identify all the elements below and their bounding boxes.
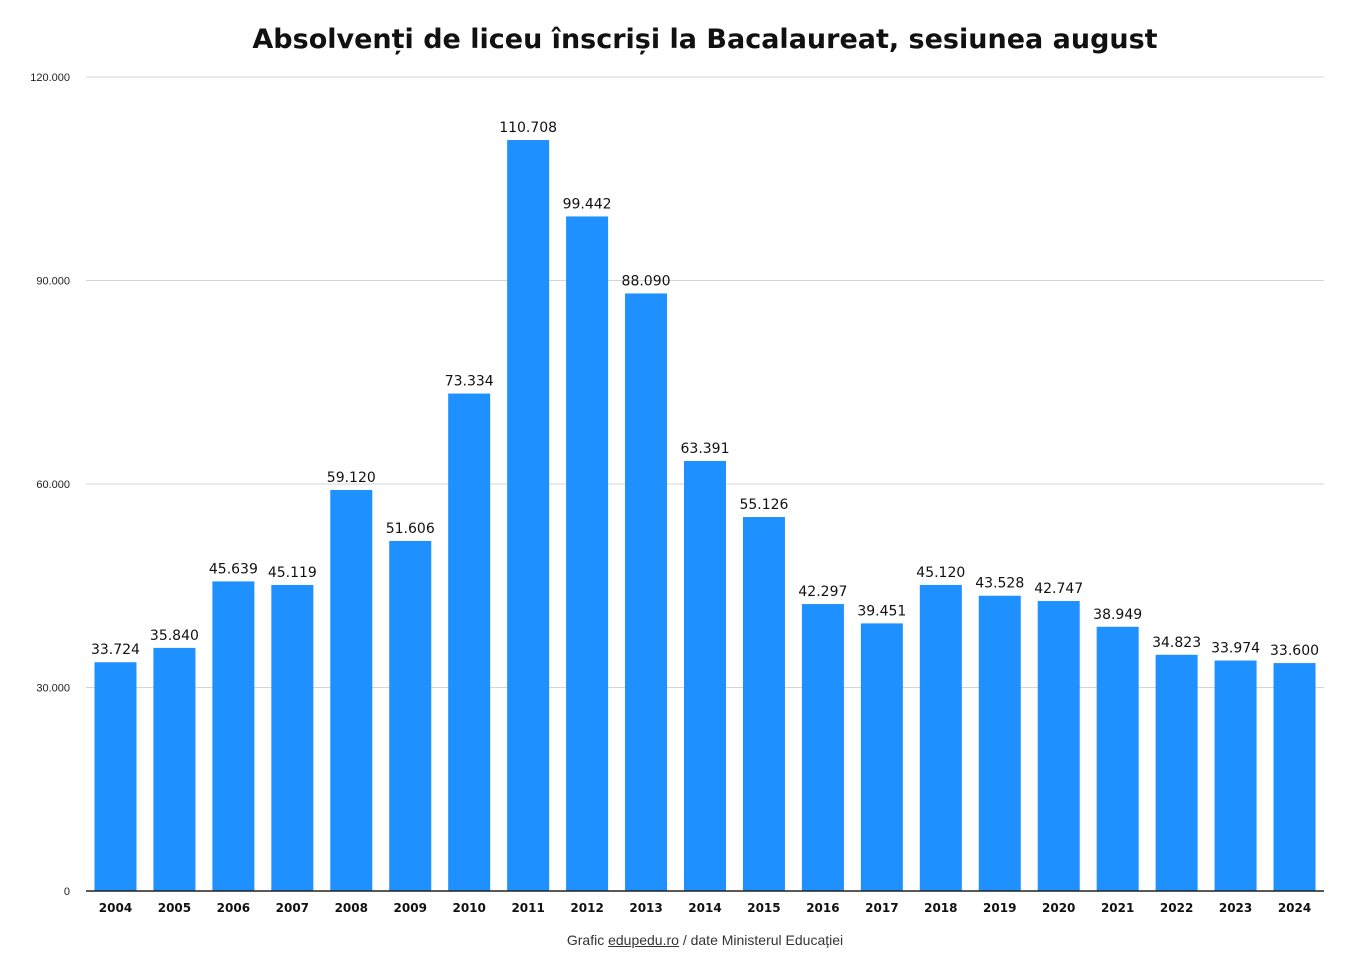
- y-tick-label: 90.000: [36, 276, 70, 288]
- y-tick-label: 0: [64, 886, 70, 898]
- data-label: 59.120: [327, 470, 376, 486]
- data-label: 45.119: [268, 565, 317, 581]
- data-labels: 33.724 35.840 45.639 45.119 59.120 51.606 73.3…: [91, 120, 1319, 659]
- bar: [153, 647, 196, 891]
- data-label: 35.840: [150, 628, 199, 644]
- x-tick-label: 2023: [1219, 901, 1252, 915]
- x-tick-label: 2005: [158, 901, 191, 915]
- x-tick-label: 2006: [217, 901, 250, 915]
- data-label: 33.600: [1270, 643, 1319, 659]
- bar: [801, 604, 844, 891]
- x-tick-label: 2008: [335, 901, 368, 915]
- bar: [1214, 660, 1257, 891]
- data-label: 33.724: [91, 642, 140, 658]
- data-label: 73.334: [445, 374, 494, 390]
- bars: [94, 140, 1316, 891]
- data-label: 99.442: [563, 196, 612, 212]
- x-tick-label: 2021: [1101, 901, 1134, 915]
- x-tick-label: 2019: [983, 901, 1016, 915]
- bar: [1273, 663, 1316, 891]
- bar: [1155, 654, 1198, 891]
- x-axis: 2004 2005 2006 2007 2008 2009 2010 2011 2012 2013…: [99, 901, 1311, 915]
- x-tick-label: 2020: [1042, 901, 1075, 915]
- bar: [389, 540, 432, 891]
- data-label: 43.528: [975, 576, 1024, 592]
- bar: [978, 595, 1021, 891]
- data-label: 55.126: [739, 497, 788, 513]
- x-tick-label: 2007: [276, 901, 309, 915]
- x-tick-label: 2010: [452, 901, 485, 915]
- chart-credit: Grafic edupedu.ro / date Ministerul Educ…: [0, 932, 1370, 948]
- x-tick-label: 2012: [570, 901, 603, 915]
- x-tick-label: 2015: [747, 901, 780, 915]
- data-label: 33.974: [1211, 641, 1260, 657]
- x-tick-label: 2016: [806, 901, 839, 915]
- y-tick-label: 120.000: [30, 72, 70, 84]
- x-tick-label: 2013: [629, 901, 662, 915]
- data-label: 45.120: [916, 565, 965, 581]
- bar: [448, 393, 491, 891]
- bar: [919, 584, 962, 891]
- bar: [566, 216, 609, 891]
- x-tick-label: 2017: [865, 901, 898, 915]
- data-label: 34.823: [1152, 635, 1201, 651]
- data-label: 88.090: [622, 273, 671, 289]
- y-tick-label: 30.000: [36, 683, 70, 695]
- credit-suffix: / date Ministerul Educației: [678, 932, 844, 948]
- bar: [684, 460, 726, 891]
- bar: [212, 581, 255, 891]
- data-label: 51.606: [386, 521, 435, 537]
- bar: [1037, 601, 1080, 891]
- x-tick-label: 2009: [394, 901, 427, 915]
- x-tick-label: 2004: [99, 901, 132, 915]
- x-tick-label: 2011: [511, 901, 544, 915]
- credit-prefix: Grafic: [566, 932, 609, 948]
- bar: [742, 517, 785, 891]
- source-link[interactable]: edupedu.ro: [608, 932, 679, 948]
- data-label: 38.949: [1093, 607, 1142, 623]
- data-label: 63.391: [681, 441, 730, 457]
- x-tick-label: 2014: [688, 901, 721, 915]
- bar: [507, 140, 550, 891]
- bar: [330, 489, 373, 891]
- data-label: 42.297: [798, 584, 847, 600]
- bar: [271, 584, 314, 891]
- data-label: 42.747: [1034, 581, 1083, 597]
- y-tick-label: 60.000: [36, 479, 70, 491]
- x-tick-label: 2022: [1160, 901, 1193, 915]
- x-tick-label: 2024: [1278, 901, 1311, 915]
- bar: [1096, 626, 1139, 891]
- bar: [860, 623, 903, 891]
- x-tick-label: 2018: [924, 901, 957, 915]
- y-axis: 0 30.000 60.000 90.000 120.000: [30, 72, 70, 898]
- data-label: 39.451: [857, 603, 906, 619]
- data-label: 110.708: [499, 120, 557, 136]
- bar: [94, 662, 137, 891]
- chart-title: Absolvenți de liceu înscriși la Bacalaur…: [252, 24, 1157, 55]
- data-label: 45.639: [209, 561, 258, 577]
- bar: [625, 293, 668, 891]
